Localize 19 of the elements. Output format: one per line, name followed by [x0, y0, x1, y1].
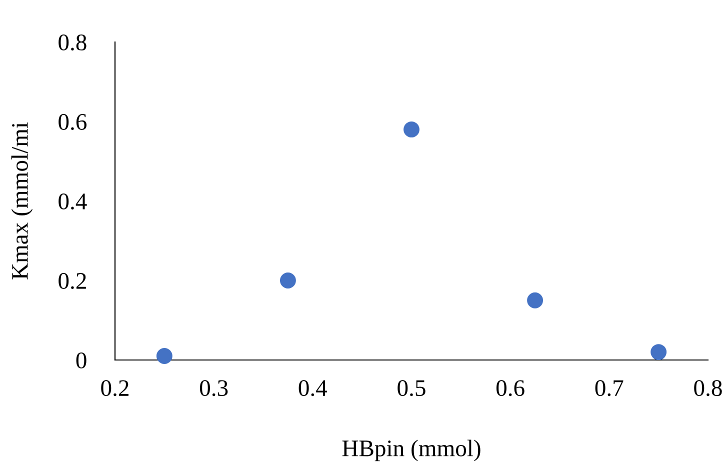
x-tick-label: 0.6: [496, 380, 524, 396]
x-tick-label: 0.3: [200, 380, 228, 396]
y-tick-label: 0.2: [58, 272, 86, 290]
point: [527, 292, 544, 308]
x-tick-label: 0.2: [101, 380, 128, 396]
y-tick-label: 0: [76, 352, 86, 368]
point: [156, 348, 172, 364]
x-axis-title: HBpin (mmol): [342, 440, 480, 462]
y-tick-label: 0.8: [58, 34, 86, 51]
point: [280, 272, 296, 288]
y-tick-label: 0.4: [58, 193, 87, 210]
y-tick-label: 0.6: [58, 114, 87, 130]
y-axis-title: Kmax (mmol/mi: [11, 122, 33, 280]
point: [404, 121, 420, 138]
x-tick-label: 0.8: [694, 380, 722, 396]
x-tick-label: 0.4: [298, 380, 328, 396]
x-tick-label: 0.5: [398, 380, 426, 396]
point: [650, 344, 667, 360]
x-tick-label: 0.7: [595, 380, 624, 396]
